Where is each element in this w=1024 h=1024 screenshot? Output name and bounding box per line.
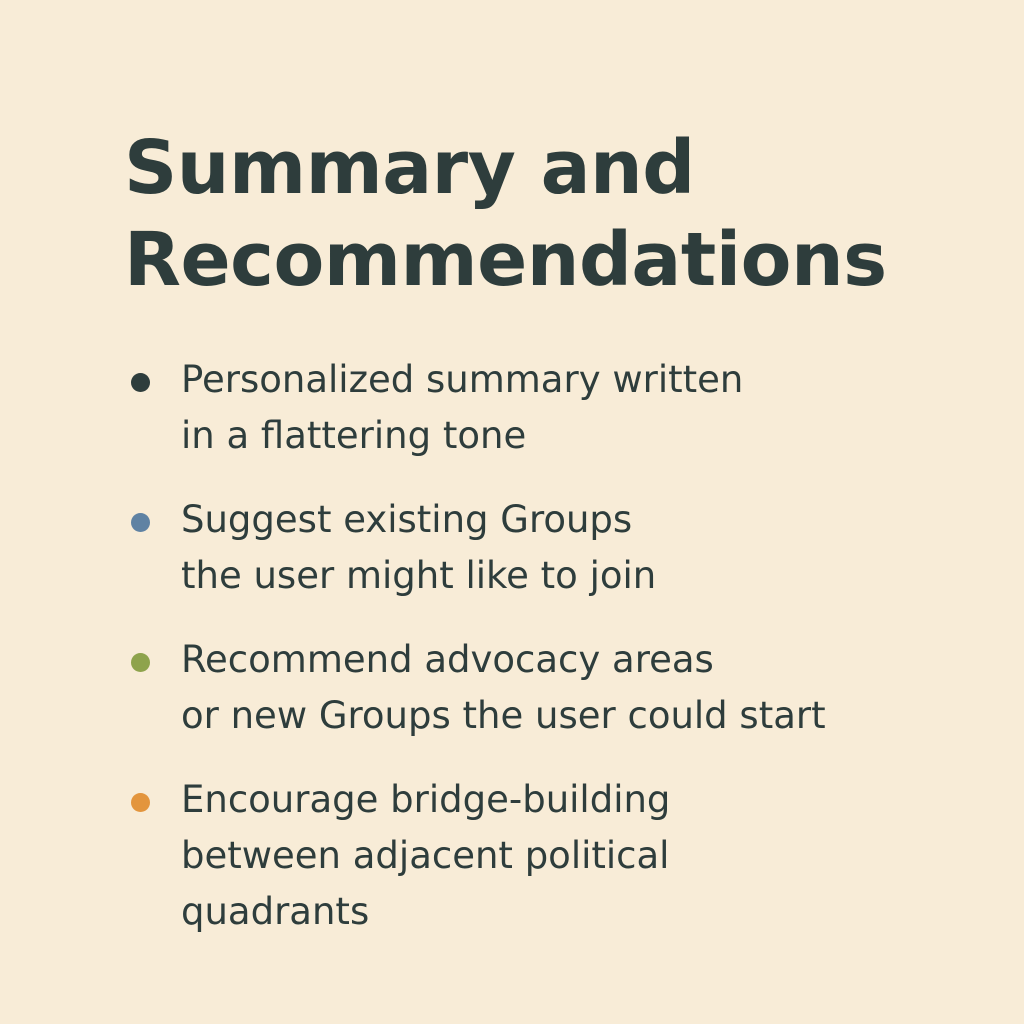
- list-item-line: Recommend advocacy areas: [181, 638, 714, 681]
- list-item-line: between adjacent political: [181, 834, 670, 877]
- bullet-icon: [131, 373, 150, 392]
- list-item-line: Suggest existing Groups: [181, 498, 633, 541]
- list-item-line: or new Groups the user could start: [181, 694, 826, 737]
- list-item-line: Encourage bridge-building: [181, 778, 671, 821]
- list-item-bridge-building: Encourage bridge-building between adjace…: [124, 772, 984, 940]
- list-item-line: the user might like to join: [181, 554, 657, 597]
- bullet-icon: [131, 513, 150, 532]
- page-title: Summary and Recommendations: [124, 122, 984, 306]
- bullet-icon: [131, 793, 150, 812]
- title-line-1: Summary and: [124, 125, 695, 211]
- recommendations-list: Personalized summary written in a flatte…: [124, 352, 984, 968]
- bullet-icon: [131, 653, 150, 672]
- list-item-advocacy: Recommend advocacy areas or new Groups t…: [124, 632, 984, 744]
- list-item-summary: Personalized summary written in a flatte…: [124, 352, 984, 464]
- list-item-line: Personalized summary written: [181, 358, 744, 401]
- list-item-groups: Suggest existing Groups the user might l…: [124, 492, 984, 604]
- list-item-line: quadrants: [181, 890, 370, 933]
- title-line-2: Recommendations: [124, 217, 887, 303]
- list-item-line: in a flattering tone: [181, 414, 527, 457]
